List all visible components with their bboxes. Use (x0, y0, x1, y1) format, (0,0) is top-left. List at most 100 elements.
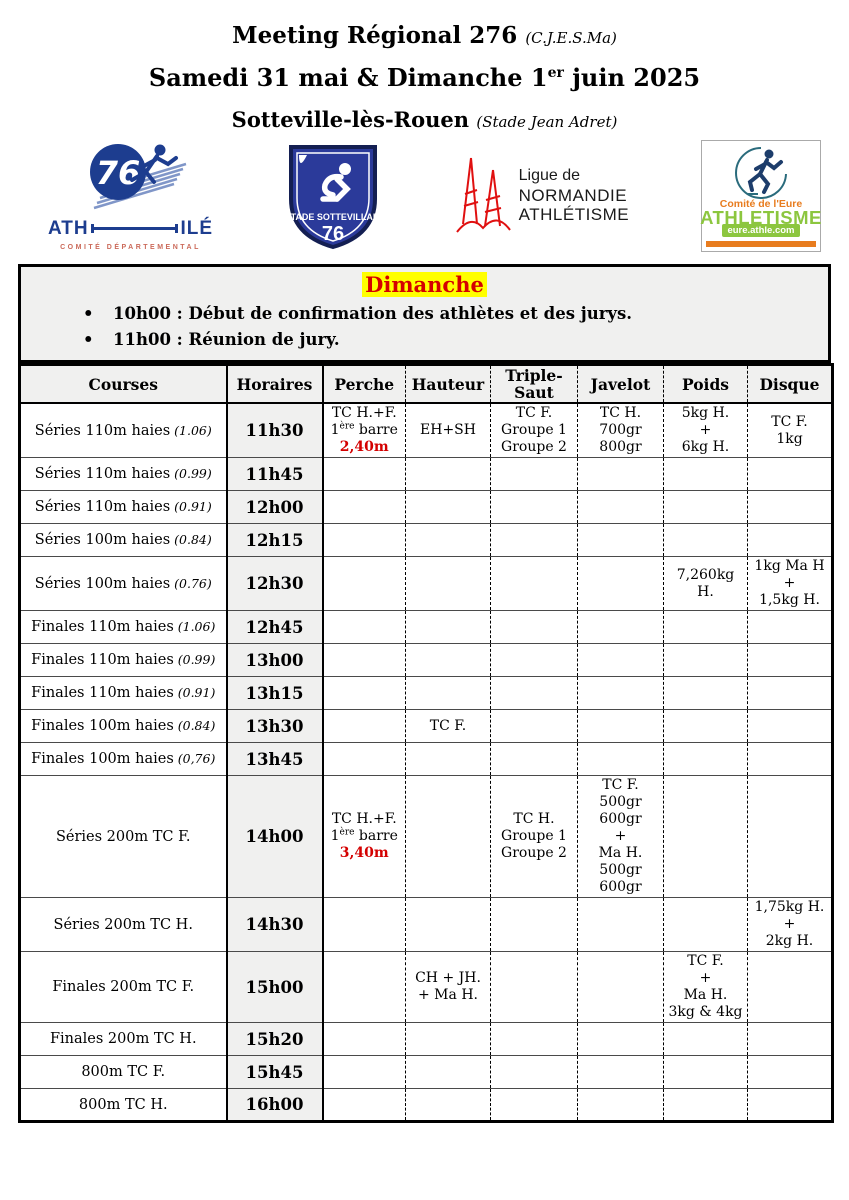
time-cell: 12h30 (226, 556, 324, 611)
course-spec: (0.99) (170, 466, 212, 482)
col-header-triple-saut: Triple-Saut (490, 364, 578, 405)
cell-line: 7,260kg (676, 566, 735, 583)
location-city: Sotteville-lès-Rouen (231, 107, 470, 132)
cell-line: 1kg Ma H (754, 558, 825, 575)
col-header-hauteur: Hauteur (405, 364, 491, 405)
course-cell: Finales 200m TC F. (19, 951, 228, 1023)
disque-cell: TC F. 1kg (747, 403, 833, 458)
eure-athletisme-label: ATHLETISME (700, 206, 822, 228)
page-title: Meeting Régional 276 (C.J.E.S.Ma) (18, 22, 831, 49)
table-row: Séries 110m haies (0.91) 12h00 (19, 490, 833, 524)
cell-line: Groupe 1 (501, 828, 567, 845)
disque-cell (747, 742, 833, 776)
cell-line: + (699, 970, 712, 987)
disque-cell (747, 951, 833, 1023)
poids-cell (663, 775, 748, 898)
table-row: Finales 200m TC H. 15h20 (19, 1022, 833, 1056)
date-sup: er (547, 65, 564, 81)
cell-line: 1ère barre (330, 827, 398, 845)
cell-line: 1,75kg H. (754, 899, 825, 916)
disque-cell: 1kg Ma H +1,5kg H. (747, 556, 833, 611)
disque-cell (747, 709, 833, 743)
time-cell: 14h00 (226, 775, 324, 898)
poids-cell (663, 742, 748, 776)
course-cell: Finales 100m haies (0,76) (19, 742, 228, 776)
triple-saut-cell (490, 709, 578, 743)
perche-cell (322, 951, 406, 1023)
course-cell: Séries 110m haies (0.99) (19, 457, 228, 491)
hauteur-cell (405, 1055, 491, 1089)
hauteur-cell (405, 523, 491, 557)
time-cell: 16h00 (226, 1088, 324, 1122)
triple-saut-cell (490, 490, 578, 524)
course-cell: Finales 110m haies (0.99) (19, 643, 228, 677)
table-row: Finales 110m haies (0.91) 13h15 (19, 676, 833, 710)
perche-cell (322, 610, 406, 644)
hauteur-cell (405, 742, 491, 776)
disque-cell (747, 1022, 833, 1056)
poids-cell (663, 523, 748, 557)
cell-line: 3kg & 4kg (668, 1004, 743, 1021)
cell-line: TC F. (771, 413, 808, 430)
time-cell: 15h00 (226, 951, 324, 1023)
disque-cell (747, 643, 833, 677)
cell-line: 600gr (599, 811, 642, 828)
hauteur-cell (405, 775, 491, 898)
time-cell: 15h20 (226, 1022, 324, 1056)
perche-cell: TC H.+F. 1ère barre 2,40m (323, 403, 406, 458)
hauteur-cell (405, 676, 491, 710)
javelot-cell (577, 897, 664, 952)
shield-number: 76 (322, 223, 344, 245)
athile-left-text: ATH (48, 217, 89, 239)
normandie-line1: Ligue de (518, 167, 581, 185)
javelot-cell (577, 676, 664, 710)
cell-line: TC F. (602, 777, 639, 794)
course-spec: (0.76) (170, 575, 212, 591)
shield-club-name: STADE SOTTEVILLAIS (285, 212, 381, 222)
table-row: 800m TC F. 15h45 (19, 1055, 833, 1089)
cell-line: 500gr (599, 794, 642, 811)
day-title: Dimanche (21, 272, 828, 297)
table-row: Finales 110m haies (0.99) 13h00 (19, 643, 833, 677)
perche-cell (322, 556, 406, 611)
perche-cell (322, 742, 406, 776)
disque-cell (747, 775, 833, 898)
hauteur-cell (405, 1088, 491, 1122)
normandie-line3: ATHLÉTISME (518, 205, 630, 225)
cell-line: 3,40m (339, 845, 389, 862)
course-spec: (0.84) (173, 718, 216, 734)
course-spec: (1.06) (173, 619, 216, 635)
hauteur-cell (405, 457, 491, 491)
cell-line: 600gr (599, 879, 642, 896)
time-cell: 13h00 (226, 643, 324, 677)
poids-cell (663, 709, 748, 743)
athile-wordmark: ATH ILÉ (48, 218, 213, 240)
javelot-cell (577, 951, 664, 1023)
comite-76-logo: 76 ATH ILÉ COMITÉ DÉPARTEMENTAL (48, 142, 213, 251)
perche-cell (322, 643, 406, 677)
disque-cell (747, 457, 833, 491)
course-spec: (0.91) (173, 685, 216, 701)
poids-cell (663, 610, 748, 644)
cell-line: + Ma H. (418, 987, 478, 1004)
javelot-cell (577, 643, 664, 677)
normandie-logo: Ligue de NORMANDIE ATHLÉTISME (453, 154, 629, 238)
poids-cell: 7,260kg H. (663, 556, 748, 611)
course-cell: Séries 200m TC F. (19, 775, 228, 898)
perche-cell (322, 490, 406, 524)
cathedral-spires-icon (455, 157, 511, 233)
javelot-cell: TC H. 700gr 800gr (577, 403, 664, 458)
day-section: Dimanche • 10h00 : Début de confirmation … (18, 264, 831, 364)
javelot-cell (577, 1088, 664, 1122)
triple-saut-cell (490, 457, 578, 491)
course-spec: (0,76) (173, 751, 216, 767)
time-cell: 12h00 (226, 490, 324, 524)
time-cell: 15h45 (226, 1055, 324, 1089)
eure-runner-icon (735, 146, 787, 199)
disque-cell (747, 610, 833, 644)
perche-cell (322, 1088, 406, 1122)
cell-line: + (783, 916, 796, 933)
schedule-table-body: Séries 110m haies (1.06) 11h30 TC H.+F. 1èr… (19, 403, 833, 1122)
schedule-table: Courses Horaires Perche Hauteur Triple-S… (18, 363, 834, 1124)
bullet-icon: • (83, 329, 94, 349)
